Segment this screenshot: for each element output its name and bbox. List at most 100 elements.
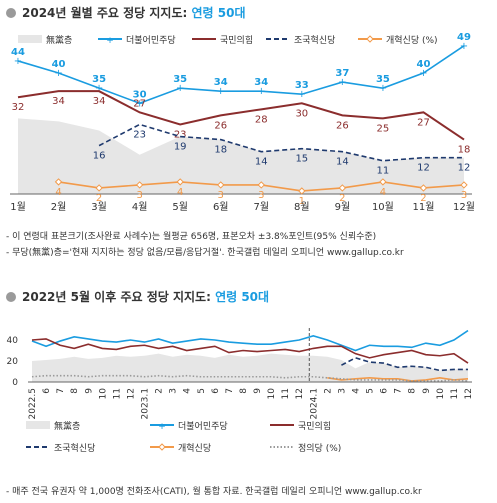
x-tick-label: 6월 xyxy=(213,201,229,213)
point-marker: + xyxy=(419,68,427,79)
legend-label-5: 정의당 (%) xyxy=(298,443,341,454)
data-label: 4 xyxy=(55,187,61,198)
legend-label-3: 조국혁신당 xyxy=(294,35,335,46)
data-label: 34 xyxy=(93,96,106,107)
point-marker xyxy=(419,184,428,192)
x-tick-label: 2월 xyxy=(51,201,67,213)
legend-swatch-0 xyxy=(18,35,42,43)
x-tick-label: 8월 xyxy=(294,201,310,213)
data-label: 30 xyxy=(133,89,147,100)
data-label: 12 xyxy=(417,163,430,174)
data-label: 2 xyxy=(96,193,102,204)
x-tick-label: 1월 xyxy=(10,201,26,213)
x-tick-label: 8 xyxy=(408,388,418,394)
point-marker: + xyxy=(379,83,387,94)
legend-label-1: 더불어민주당 xyxy=(178,421,228,432)
legend-label-1: 더불어민주당 xyxy=(126,35,176,46)
data-label: 23 xyxy=(133,129,146,140)
x-tick-label: 12월 xyxy=(453,201,475,213)
data-label: 37 xyxy=(335,68,349,79)
legend-label-4: 개혁신당 (%) xyxy=(386,35,438,46)
data-label: 35 xyxy=(376,74,390,85)
data-label: 34 xyxy=(214,77,228,88)
x-tick-label: 9 xyxy=(422,388,432,394)
x-tick-label: 2022.5 xyxy=(28,388,38,420)
point-marker: + xyxy=(54,68,62,79)
data-label: 12 xyxy=(458,163,471,174)
point-marker: + xyxy=(135,98,143,109)
chart1: 無黨층 + 더불어민주당 국민의힘 조국혁신당 개혁신당 (%)+44+40+35+30+… xyxy=(10,32,475,213)
chart1-title-accent: 연령 50대 xyxy=(191,6,246,20)
x-tick-label: 10 xyxy=(436,388,446,400)
x-tick-label: 10 xyxy=(267,388,277,400)
data-label: 49 xyxy=(457,32,471,43)
x-tick-label: 4월 xyxy=(132,201,148,213)
x-tick-label: 11 xyxy=(450,388,460,399)
x-tick-label: 5 xyxy=(366,388,376,394)
chart2-title-accent: 연령 50대 xyxy=(215,290,270,304)
data-label: 28 xyxy=(255,114,268,125)
point-marker xyxy=(338,184,347,192)
chart2-title: 2022년 5월 이후 주요 정당 지지도: 연령 50대 xyxy=(6,288,269,305)
data-label: 16 xyxy=(93,151,106,162)
point-marker: + xyxy=(460,41,468,52)
x-tick-label: 12 xyxy=(295,388,305,399)
data-label: 35 xyxy=(173,74,187,85)
data-label: 35 xyxy=(92,74,106,85)
legend-marker-1: + xyxy=(158,422,166,432)
y-tick-label: 20 xyxy=(7,357,19,367)
data-label: 3 xyxy=(461,190,467,201)
chart1-title-main: 2024년 월별 주요 정당 지지도: xyxy=(22,6,192,20)
x-tick-label: 6 xyxy=(380,388,390,394)
legend-label-3: 조국혁신당 xyxy=(54,443,95,454)
data-label: 34 xyxy=(52,96,65,107)
data-label: 3 xyxy=(218,190,224,201)
data-label: 40 xyxy=(416,59,430,70)
data-label: 4 xyxy=(380,187,386,198)
x-tick-label: 10월 xyxy=(372,201,394,213)
point-marker: + xyxy=(298,89,306,100)
x-tick-label: 11 xyxy=(281,388,291,399)
point-marker xyxy=(257,181,265,189)
point-marker xyxy=(135,181,144,189)
data-label: 30 xyxy=(295,108,308,119)
point-marker: + xyxy=(176,83,184,94)
chart2-title-main: 2022년 5월 이후 주요 정당 지지도: xyxy=(22,290,216,304)
x-tick-label: 7 xyxy=(394,388,404,394)
data-label: 2 xyxy=(420,193,426,204)
x-tick-label: 8 xyxy=(70,388,80,394)
data-label: 19 xyxy=(174,142,187,153)
x-tick-label: 11월 xyxy=(412,201,434,213)
data-label: 32 xyxy=(12,102,25,113)
data-label: 26 xyxy=(214,120,227,131)
data-label: 4 xyxy=(177,187,183,198)
x-tick-label: 2 xyxy=(155,388,165,394)
data-label: 27 xyxy=(133,98,146,109)
data-label: 14 xyxy=(336,157,349,168)
x-tick-label: 7 xyxy=(225,388,235,394)
legend-label-4: 개혁신당 xyxy=(178,443,211,454)
data-label: 14 xyxy=(255,157,268,168)
y-tick-label: 40 xyxy=(7,336,19,346)
x-tick-label: 9 xyxy=(84,388,94,394)
x-tick-label: 4 xyxy=(183,388,193,394)
legend-label-2: 국민의힘 xyxy=(298,421,331,432)
legend-label-0: 無黨층 xyxy=(46,34,72,46)
data-label: 34 xyxy=(254,77,268,88)
x-tick-label: 3 xyxy=(169,388,179,394)
point-marker: + xyxy=(14,56,22,67)
x-tick-label: 2 xyxy=(323,388,333,394)
x-tick-label: 12 xyxy=(464,388,474,399)
point-marker xyxy=(176,178,184,186)
bullet-icon xyxy=(6,8,16,18)
data-label: 3 xyxy=(258,190,264,201)
x-tick-label: 7월 xyxy=(253,201,269,213)
data-label: 44 xyxy=(11,47,25,58)
x-tick-label: 2023.1 xyxy=(141,388,151,420)
x-tick-label: 4 xyxy=(351,388,361,394)
legend-label-2: 국민의힘 xyxy=(220,35,253,46)
point-marker xyxy=(298,187,306,195)
x-tick-label: 6 xyxy=(211,388,221,394)
